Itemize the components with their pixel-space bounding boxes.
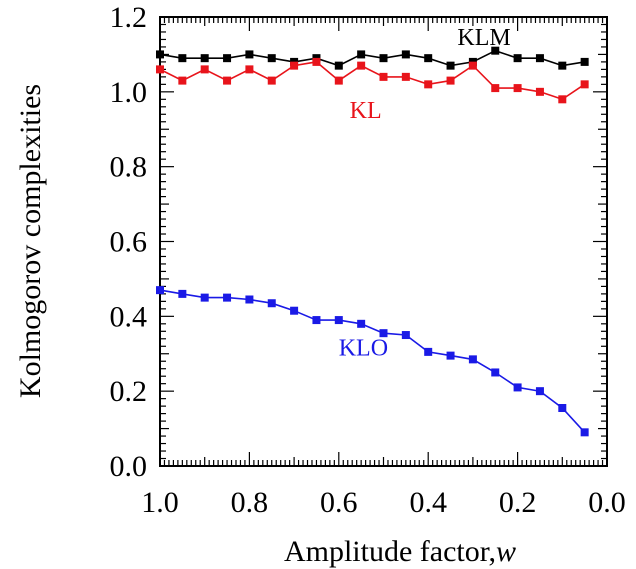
data-point (468, 61, 477, 70)
data-point (446, 76, 455, 85)
y-tick-label: 0.2 (110, 375, 148, 408)
data-point (379, 54, 388, 63)
x-tick-label: 0.4 (409, 486, 447, 519)
data-point (290, 61, 299, 70)
x-tick-label: 0.8 (231, 486, 269, 519)
data-point (379, 72, 388, 81)
data-point (267, 299, 276, 308)
data-point (312, 316, 321, 325)
x-tick-label: 0.0 (588, 486, 626, 519)
data-point (156, 65, 164, 74)
y-tick-label: 0.0 (110, 450, 148, 483)
data-point (535, 54, 544, 63)
data-point (200, 293, 209, 302)
data-point (446, 351, 455, 360)
data-point (513, 383, 522, 392)
y-tick-label: 0.8 (110, 151, 148, 184)
series-klo (156, 286, 589, 437)
data-point (357, 319, 366, 328)
data-point (267, 54, 276, 63)
data-point (178, 289, 187, 298)
y-tick-label: 1.2 (110, 1, 148, 34)
y-tick-label: 0.4 (110, 300, 148, 333)
data-point (446, 61, 455, 70)
data-point (558, 404, 567, 413)
data-point (312, 57, 321, 66)
data-point (357, 50, 366, 59)
x-axis-label-text: Amplitude factor, (284, 535, 496, 568)
data-point (245, 65, 254, 74)
data-point (156, 286, 164, 295)
data-point (580, 57, 589, 66)
data-point (379, 329, 388, 338)
series-klm (156, 46, 589, 70)
series-kl (156, 57, 589, 104)
data-point (535, 87, 544, 96)
data-point (223, 293, 232, 302)
y-tick-label: 0.6 (110, 226, 148, 259)
series-label-kl: KL (350, 98, 382, 124)
data-point (245, 295, 254, 304)
data-point (580, 80, 589, 89)
series-label-klo: KLO (339, 336, 388, 362)
data-point (401, 72, 410, 81)
data-point (334, 61, 343, 70)
data-point (424, 54, 433, 63)
data-point (223, 76, 232, 85)
data-point (267, 76, 276, 85)
data-point (558, 61, 567, 70)
data-point (513, 54, 522, 63)
data-point (580, 428, 589, 437)
data-point (424, 347, 433, 356)
data-point (535, 387, 544, 396)
y-tick-label: 1.0 (110, 76, 148, 109)
data-point (491, 46, 500, 55)
data-point (245, 50, 254, 59)
series-label-klm: KLM (457, 25, 510, 51)
x-tick-label: 0.6 (320, 486, 358, 519)
x-axis-label-var: w (496, 535, 516, 568)
series-labels: KLM KL KLO (339, 25, 511, 362)
data-point (200, 54, 209, 63)
y-axis-label: Kolmogorov complexities (14, 84, 47, 398)
data-point (424, 80, 433, 89)
data-point (200, 65, 209, 74)
data-point (468, 355, 477, 364)
series-layer (156, 46, 589, 437)
data-point (156, 50, 164, 59)
data-point (513, 84, 522, 93)
data-point (334, 76, 343, 85)
data-point (357, 61, 366, 70)
data-point (558, 95, 567, 104)
x-tick-label: 1.0 (141, 486, 179, 519)
x-axis-label: Amplitude factor,w (284, 535, 516, 568)
x-tick-label: 0.2 (499, 486, 537, 519)
data-point (178, 76, 187, 85)
data-point (334, 316, 343, 325)
tick-labels: 1.0 0.8 0.6 0.4 0.2 0.0 0.0 0.2 0.4 0.6 0.8 1.0 1.2 (110, 1, 626, 519)
data-point (178, 54, 187, 63)
data-point (491, 368, 500, 377)
data-point (223, 54, 232, 63)
data-point (290, 306, 299, 315)
ticks (159, 16, 608, 467)
data-point (401, 331, 410, 340)
data-point (401, 50, 410, 59)
data-point (491, 84, 500, 93)
